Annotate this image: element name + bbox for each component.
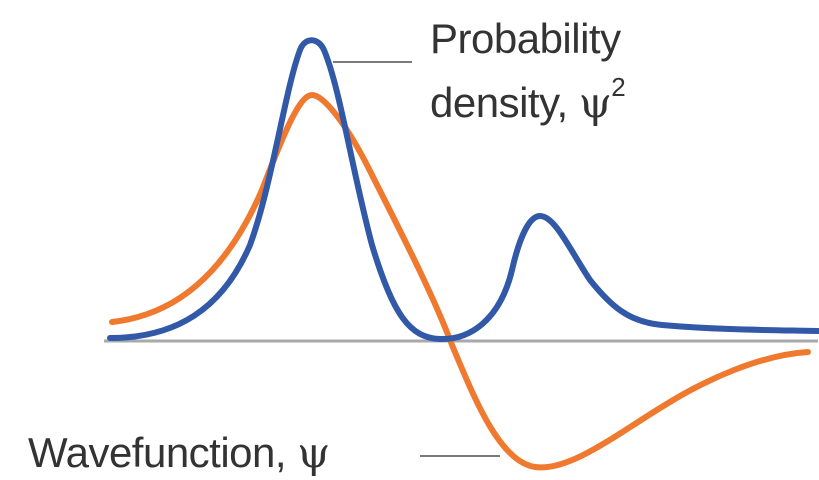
probability-density-curve — [107, 37, 819, 343]
psi-symbol: ψ — [297, 428, 330, 477]
psi-symbol: ψ — [578, 78, 612, 127]
probability-density-label-line2: density, ψ2 — [430, 74, 626, 127]
squared-exponent: 2 — [611, 72, 626, 102]
probability-density-label-text: density, — [430, 79, 568, 126]
probability-density-label-line1: Probability — [430, 15, 621, 62]
wavefunction-curve — [109, 92, 811, 471]
wavefunction-label-text: Wavefunction, — [28, 429, 287, 476]
wavefunction-label: Wavefunction, ψ — [28, 432, 330, 474]
